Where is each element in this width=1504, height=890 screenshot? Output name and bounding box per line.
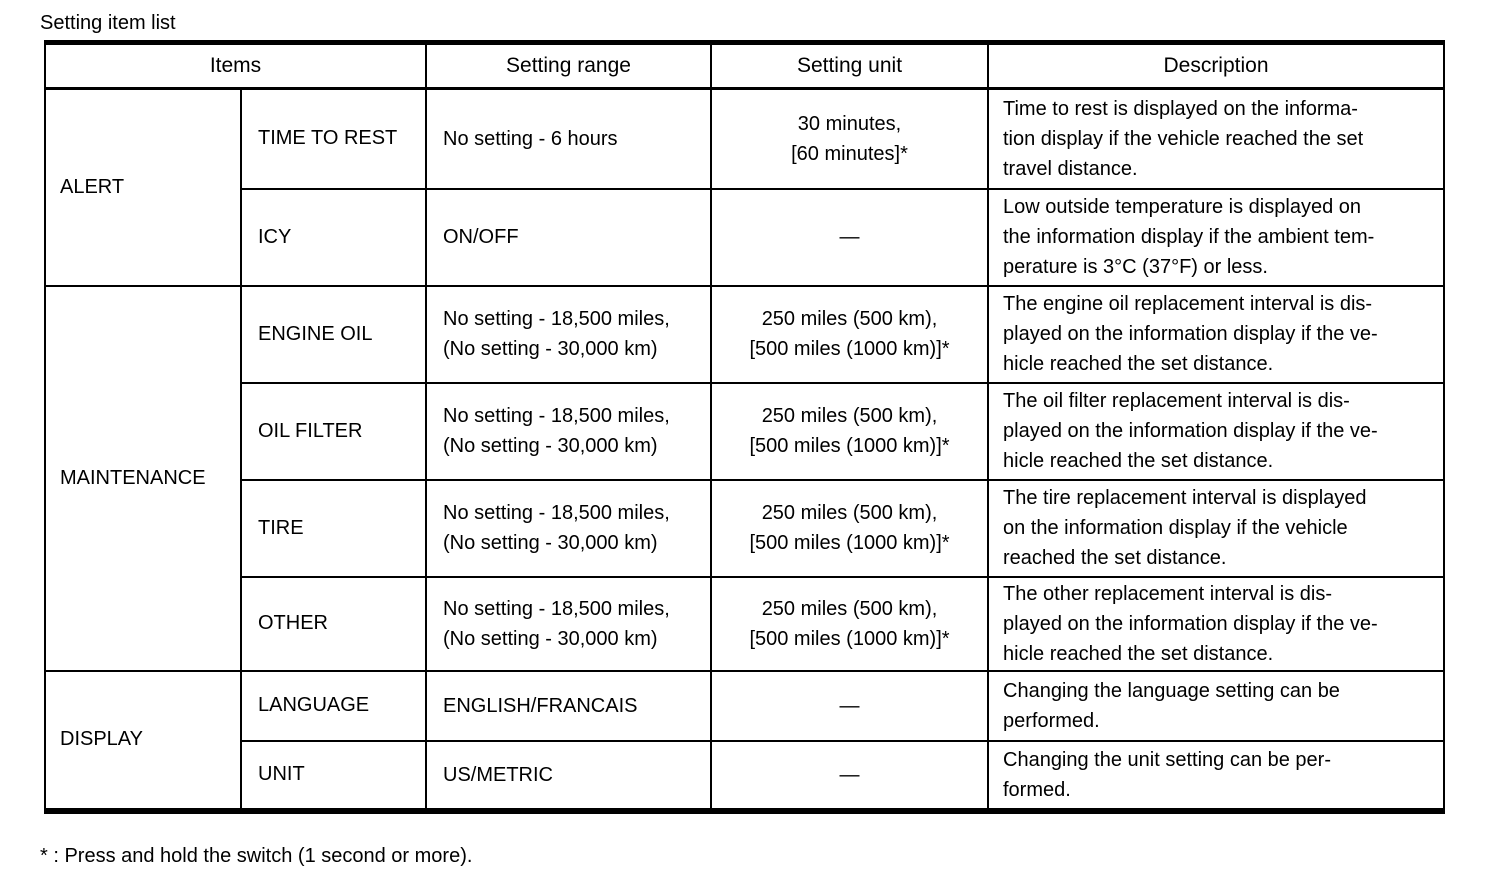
page-title: Setting item list [40, 12, 176, 34]
unit-cell-time-to-rest: 30 minutes, [60 minutes]* [710, 87, 989, 190]
range-cell-icy: ON/OFF [425, 187, 712, 287]
item-cell-oil-filter: OIL FILTER [240, 381, 427, 481]
header-setting-unit: Setting unit [710, 41, 989, 90]
item-cell-tire: TIRE [240, 478, 427, 578]
range-cell-language: ENGLISH/FRANCAIS [425, 669, 712, 742]
range-cell-other: No setting - 18,500 miles, (No setting -… [425, 575, 712, 672]
unit-cell-tire: 250 miles (500 km), [500 miles (1000 km)… [710, 478, 989, 578]
item-cell-unit: UNIT [240, 739, 427, 812]
unit-cell-oil-filter: 250 miles (500 km), [500 miles (1000 km)… [710, 381, 989, 481]
description-cell-tire: The tire replacement interval is display… [987, 478, 1445, 578]
range-cell-tire: No setting - 18,500 miles, (No setting -… [425, 478, 712, 578]
item-cell-language: LANGUAGE [240, 669, 427, 742]
setting-item-table: Items Setting range Setting unit Descrip… [44, 40, 1445, 814]
item-cell-engine-oil: ENGINE OIL [240, 284, 427, 384]
unit-cell-other: 250 miles (500 km), [500 miles (1000 km)… [710, 575, 989, 672]
unit-cell-engine-oil: 250 miles (500 km), [500 miles (1000 km)… [710, 284, 989, 384]
item-cell-other: OTHER [240, 575, 427, 672]
range-cell-oil-filter: No setting - 18,500 miles, (No setting -… [425, 381, 712, 481]
description-cell-time-to-rest: Time to rest is displayed on the informa… [987, 87, 1445, 190]
description-cell-other: The other replacement interval is dis- p… [987, 575, 1445, 672]
description-cell-unit: Changing the unit setting can be per- fo… [987, 739, 1445, 812]
group-cell-maintenance: MAINTENANCE [44, 284, 242, 672]
table-row: TIRE No setting - 18,500 miles, (No sett… [45, 478, 1445, 578]
range-cell-unit: US/METRIC [425, 739, 712, 812]
item-cell-icy: ICY [240, 187, 427, 287]
table-row: UNIT US/METRIC — Changing the unit setti… [45, 739, 1445, 812]
description-cell-language: Changing the language setting can be per… [987, 669, 1445, 742]
unit-cell-language: — [710, 669, 989, 742]
table-row: ALERT TIME TO REST No setting - 6 hours … [44, 87, 1445, 287]
header-items: Items [44, 41, 427, 90]
description-cell-engine-oil: The engine oil replacement interval is d… [987, 284, 1445, 384]
unit-cell-icy: — [710, 187, 989, 287]
table-row: DISPLAY LANGUAGE ENGLISH/FRANCAIS — Chan… [44, 669, 1445, 812]
header-setting-range: Setting range [425, 41, 712, 90]
table-header-row: Items Setting range Setting unit Descrip… [44, 41, 1445, 90]
unit-cell-unit: — [710, 739, 989, 812]
group-cell-display: DISPLAY [44, 669, 242, 812]
header-description: Description [987, 41, 1445, 90]
range-cell-time-to-rest: No setting - 6 hours [425, 87, 712, 190]
table-row: OTHER No setting - 18,500 miles, (No set… [45, 575, 1445, 672]
footnote: * : Press and hold the switch (1 second … [40, 845, 473, 867]
group-cell-alert: ALERT [44, 87, 242, 287]
table-row: OIL FILTER No setting - 18,500 miles, (N… [45, 381, 1445, 481]
item-cell-time-to-rest: TIME TO REST [240, 87, 427, 190]
table-row: ICY ON/OFF — Low outside temperature is … [45, 187, 1445, 287]
table-row: MAINTENANCE ENGINE OIL No setting - 18,5… [44, 284, 1445, 672]
description-cell-oil-filter: The oil filter replacement interval is d… [987, 381, 1445, 481]
range-cell-engine-oil: No setting - 18,500 miles, (No setting -… [425, 284, 712, 384]
description-cell-icy: Low outside temperature is displayed on … [987, 187, 1445, 287]
